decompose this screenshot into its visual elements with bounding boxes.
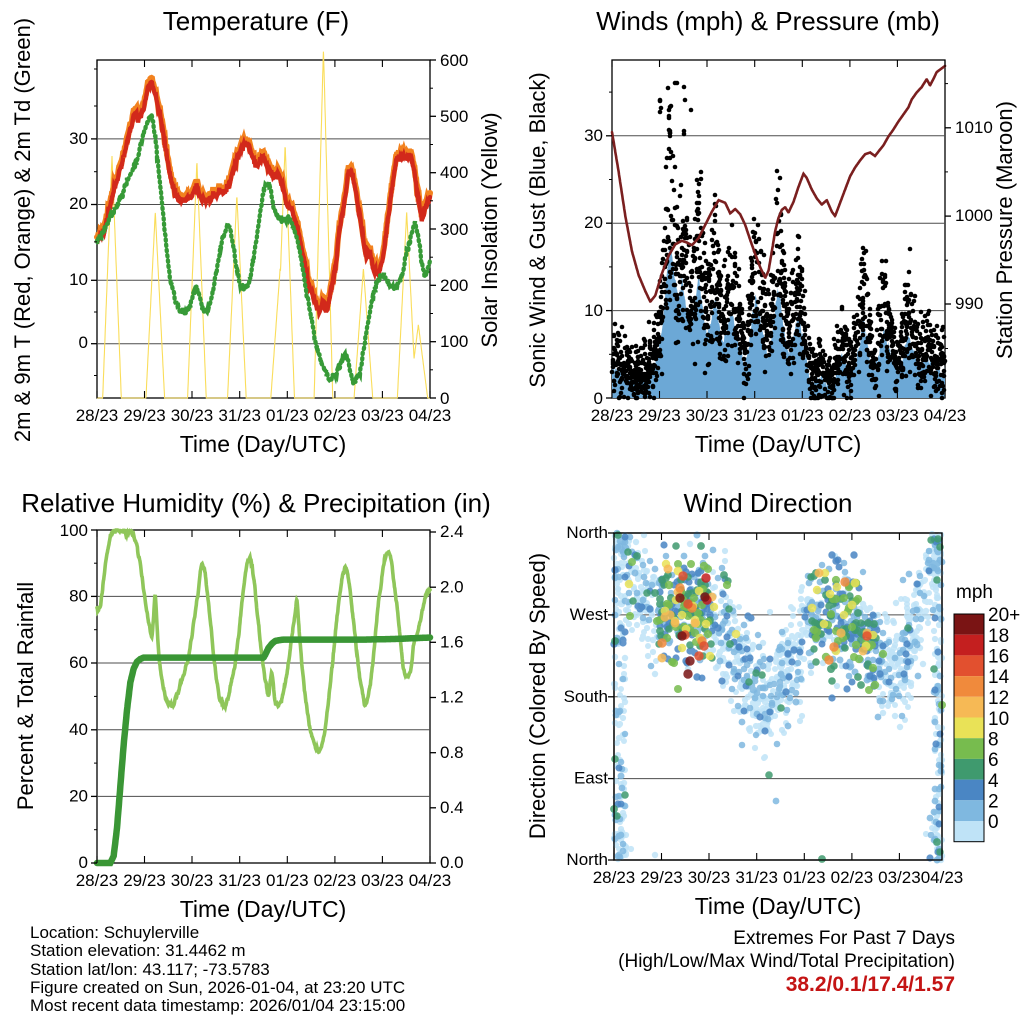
svg-text:Extremes For Past 7 Days: Extremes For Past 7 Days — [733, 928, 955, 949]
svg-text:2m & 9m T (Red, Orange) & 2m T: 2m & 9m T (Red, Orange) & 2m Td (Green) — [10, 18, 35, 442]
svg-text:500: 500 — [440, 107, 468, 126]
svg-text:0: 0 — [79, 333, 88, 352]
svg-text:31/23: 31/23 — [733, 406, 776, 425]
svg-text:Direction (Colored By Speed): Direction (Colored By Speed) — [525, 553, 550, 839]
svg-text:10: 10 — [988, 709, 1009, 730]
svg-text:31/23: 31/23 — [218, 406, 261, 425]
svg-text:0: 0 — [79, 853, 88, 872]
svg-text:400: 400 — [440, 163, 468, 182]
svg-text:30/23: 30/23 — [171, 871, 214, 890]
svg-text:30/23: 30/23 — [688, 868, 731, 887]
svg-text:Temperature (F): Temperature (F) — [163, 6, 349, 36]
svg-text:14: 14 — [988, 667, 1010, 688]
svg-text:04/23: 04/23 — [924, 406, 967, 425]
svg-text:0.0: 0.0 — [440, 853, 464, 872]
svg-text:Winds (mph) & Pressure (mb): Winds (mph) & Pressure (mb) — [596, 6, 940, 36]
svg-text:West: West — [570, 605, 609, 624]
svg-text:East: East — [574, 769, 608, 788]
svg-text:01/23: 01/23 — [781, 406, 824, 425]
svg-text:990: 990 — [955, 294, 983, 313]
svg-text:(High/Low/Max Wind/Total Preci: (High/Low/Max Wind/Total Precipitation) — [618, 951, 955, 972]
svg-text:80: 80 — [69, 587, 88, 606]
svg-text:0.4: 0.4 — [440, 798, 464, 817]
svg-text:30: 30 — [584, 126, 603, 145]
svg-text:North: North — [566, 523, 608, 542]
svg-text:20+: 20+ — [988, 605, 1020, 626]
svg-text:2.0: 2.0 — [440, 578, 464, 597]
svg-text:30/23: 30/23 — [171, 406, 214, 425]
svg-text:Relative Humidity (%) & Precip: Relative Humidity (%) & Precipitation (i… — [21, 488, 491, 518]
svg-text:30: 30 — [69, 129, 88, 148]
svg-text:16: 16 — [988, 647, 1009, 668]
svg-text:South: South — [564, 687, 608, 706]
svg-text:03/23: 03/23 — [878, 868, 921, 887]
svg-text:600: 600 — [440, 51, 468, 70]
svg-text:01/23: 01/23 — [783, 868, 826, 887]
svg-text:mph: mph — [956, 582, 993, 603]
svg-text:1000: 1000 — [955, 206, 993, 225]
svg-text:03/23: 03/23 — [361, 406, 404, 425]
svg-text:Time (Day/UTC): Time (Day/UTC) — [180, 896, 347, 922]
svg-text:40: 40 — [69, 720, 88, 739]
svg-text:28/23: 28/23 — [76, 406, 119, 425]
svg-text:Sonic Wind & Gust (Blue, Black: Sonic Wind & Gust (Blue, Black) — [525, 72, 550, 387]
svg-text:29/23: 29/23 — [123, 871, 166, 890]
svg-text:38.2/0.1/17.4/1.57: 38.2/0.1/17.4/1.57 — [786, 973, 955, 996]
svg-text:12: 12 — [988, 688, 1009, 709]
svg-text:01/23: 01/23 — [266, 406, 309, 425]
svg-text:200: 200 — [440, 276, 468, 295]
svg-text:28/23: 28/23 — [76, 871, 119, 890]
svg-text:0: 0 — [988, 812, 999, 833]
svg-text:04/23: 04/23 — [921, 868, 964, 887]
svg-text:20: 20 — [584, 213, 603, 232]
svg-text:02/23: 02/23 — [314, 871, 357, 890]
svg-text:1010: 1010 — [955, 118, 993, 137]
svg-text:10: 10 — [69, 270, 88, 289]
svg-text:01/23: 01/23 — [266, 871, 309, 890]
svg-text:Time (Day/UTC): Time (Day/UTC) — [695, 893, 862, 919]
svg-text:1.6: 1.6 — [440, 633, 464, 652]
svg-text:Percent & Total Rainfall: Percent & Total Rainfall — [13, 582, 38, 810]
svg-text:1.2: 1.2 — [440, 688, 464, 707]
svg-text:31/23: 31/23 — [218, 871, 261, 890]
svg-text:2: 2 — [988, 792, 999, 813]
svg-text:03/23: 03/23 — [876, 406, 919, 425]
svg-text:North: North — [566, 850, 608, 869]
svg-text:31/23: 31/23 — [735, 868, 778, 887]
svg-text:30/23: 30/23 — [686, 406, 729, 425]
svg-text:02/23: 02/23 — [831, 868, 874, 887]
svg-text:04/23: 04/23 — [409, 406, 452, 425]
svg-text:100: 100 — [440, 332, 468, 351]
svg-text:29/23: 29/23 — [640, 868, 683, 887]
svg-text:03/23: 03/23 — [361, 871, 404, 890]
svg-text:20: 20 — [69, 194, 88, 213]
svg-text:28/23: 28/23 — [593, 868, 636, 887]
svg-text:Time (Day/UTC): Time (Day/UTC) — [180, 431, 347, 457]
svg-text:0.8: 0.8 — [440, 743, 464, 762]
svg-text:Wind Direction: Wind Direction — [683, 488, 852, 518]
svg-text:29/23: 29/23 — [123, 406, 166, 425]
svg-text:Solar Insolation (Yellow): Solar Insolation (Yellow) — [477, 112, 502, 347]
svg-text:4: 4 — [988, 771, 999, 792]
svg-text:04/23: 04/23 — [409, 871, 452, 890]
svg-text:8: 8 — [988, 730, 999, 751]
svg-text:20: 20 — [69, 787, 88, 806]
svg-text:100: 100 — [60, 521, 88, 540]
svg-text:02/23: 02/23 — [314, 406, 357, 425]
svg-text:28/23: 28/23 — [591, 406, 634, 425]
svg-text:10: 10 — [584, 301, 603, 320]
svg-text:300: 300 — [440, 220, 468, 239]
svg-text:29/23: 29/23 — [638, 406, 681, 425]
svg-text:Time (Day/UTC): Time (Day/UTC) — [695, 431, 862, 457]
svg-text:18: 18 — [988, 626, 1009, 647]
svg-text:60: 60 — [69, 653, 88, 672]
svg-text:6: 6 — [988, 750, 999, 771]
svg-text:02/23: 02/23 — [829, 406, 872, 425]
svg-text:2.4: 2.4 — [440, 522, 464, 541]
svg-text:Station Pressure (Maroon): Station Pressure (Maroon) — [992, 101, 1017, 359]
